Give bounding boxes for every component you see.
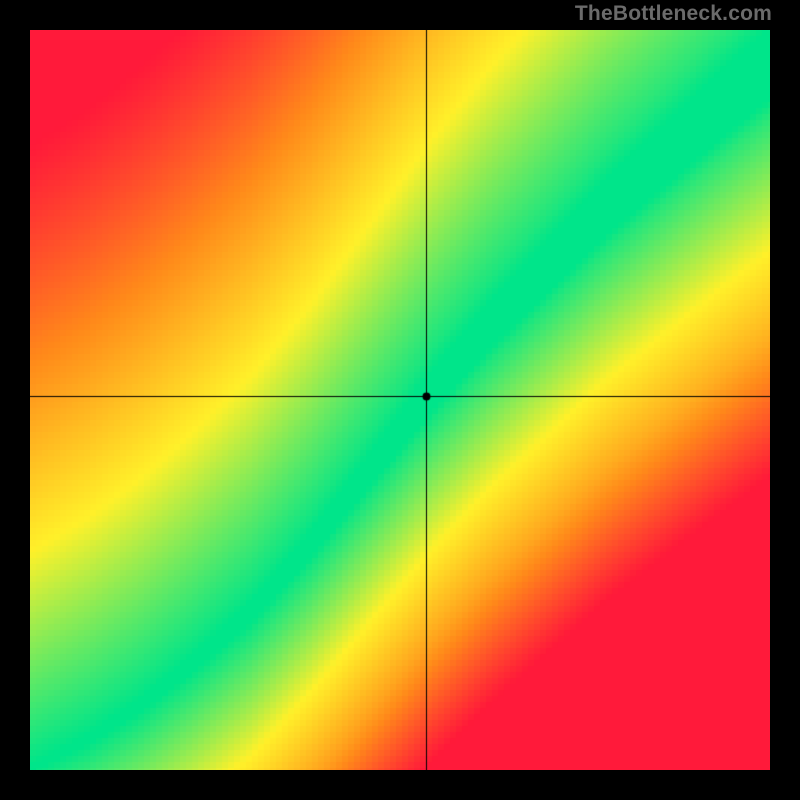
watermark-text: TheBottleneck.com xyxy=(575,2,772,26)
plot-area xyxy=(30,30,770,770)
heatmap-canvas xyxy=(30,30,770,770)
chart-container: TheBottleneck.com xyxy=(0,0,800,800)
